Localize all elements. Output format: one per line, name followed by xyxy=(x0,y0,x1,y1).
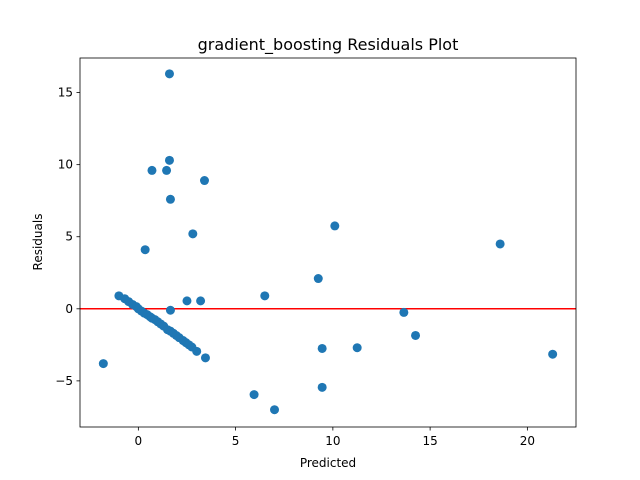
y-tick-label: 15 xyxy=(58,86,73,100)
y-axis-label: Residuals xyxy=(31,214,45,271)
data-point xyxy=(192,346,202,356)
x-tick-label: 10 xyxy=(325,434,340,448)
data-point xyxy=(147,165,157,175)
data-point xyxy=(313,274,323,284)
data-point xyxy=(270,405,280,415)
data-point xyxy=(164,155,174,165)
data-point xyxy=(196,296,206,306)
x-axis-ticks: 0 5 10 15 20 xyxy=(135,427,535,448)
y-tick-label: 5 xyxy=(65,230,73,244)
plot-frame xyxy=(79,57,577,428)
data-point xyxy=(399,307,409,317)
x-axis-label: Predicted xyxy=(300,456,356,470)
data-point xyxy=(165,305,175,315)
data-point xyxy=(495,239,505,249)
y-tick-label: 10 xyxy=(58,158,73,172)
chart-title: gradient_boosting Residuals Plot xyxy=(198,35,459,55)
data-point xyxy=(162,165,172,175)
data-point xyxy=(164,69,174,79)
plot-area xyxy=(80,58,576,427)
data-point xyxy=(260,291,270,301)
data-point xyxy=(548,349,558,359)
y-tick-label: −5 xyxy=(55,374,73,388)
x-tick-label: 15 xyxy=(422,434,437,448)
data-point xyxy=(140,245,150,255)
data-point xyxy=(98,359,108,369)
x-tick-label: 5 xyxy=(232,434,240,448)
data-point xyxy=(352,343,362,353)
data-point xyxy=(165,194,175,204)
data-point xyxy=(411,330,421,340)
data-points xyxy=(98,69,558,415)
data-point xyxy=(317,343,327,353)
data-point xyxy=(200,353,210,363)
x-tick-label: 20 xyxy=(520,434,535,448)
data-point xyxy=(330,221,340,231)
plot-background xyxy=(80,58,576,427)
data-point xyxy=(188,229,198,239)
data-point xyxy=(249,390,259,400)
x-tick-label: 0 xyxy=(135,434,143,448)
data-point xyxy=(182,296,192,306)
y-axis-ticks: −5 0 5 10 15 xyxy=(55,86,80,388)
data-point xyxy=(199,176,209,186)
y-tick-label: 0 xyxy=(65,302,73,316)
data-point xyxy=(317,382,327,392)
